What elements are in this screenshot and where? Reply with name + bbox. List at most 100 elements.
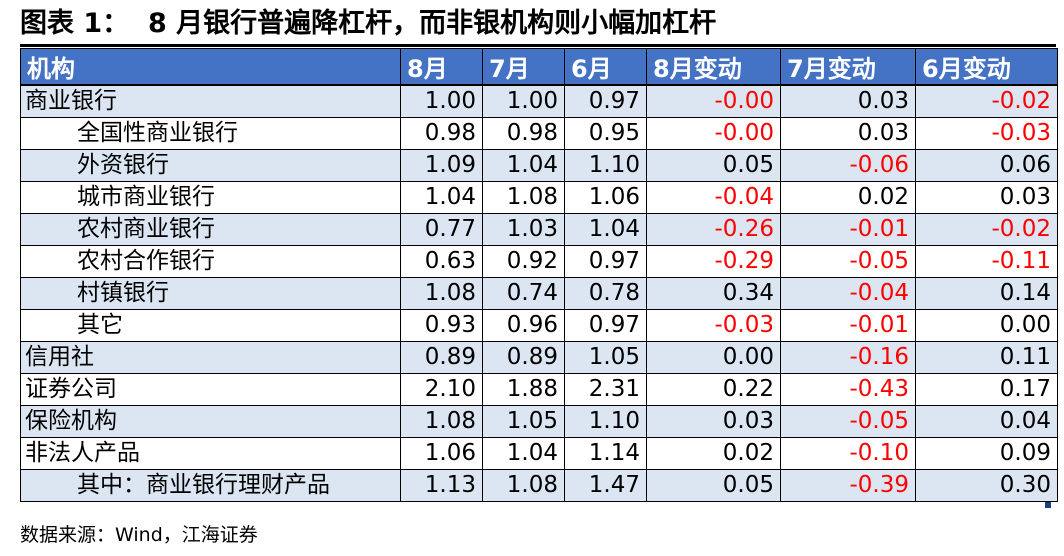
cell-jun: 1.04 bbox=[564, 212, 647, 246]
table-row: 农村商业银行 0.77 1.03 1.04 -0.26 -0.01 -0.02 bbox=[20, 212, 1058, 246]
table-row: 其它 0.93 0.96 0.97 -0.03 -0.01 0.00 bbox=[20, 308, 1058, 342]
cell-jul: 1.05 bbox=[482, 404, 565, 438]
cell-jun-change: 0.14 bbox=[915, 276, 1058, 310]
cell-jun: 0.97 bbox=[564, 308, 647, 342]
table-row: 外资银行 1.09 1.04 1.10 0.05 -0.06 0.06 bbox=[20, 148, 1058, 182]
row-label: 信用社 bbox=[20, 340, 401, 374]
cell-jun: 1.10 bbox=[564, 148, 647, 182]
table-row: 城市商业银行 1.04 1.08 1.06 -0.04 0.02 0.03 bbox=[20, 180, 1058, 214]
cell-jun-change: 0.00 bbox=[915, 308, 1058, 342]
cell-jul-change: 0.03 bbox=[780, 116, 916, 150]
cell-jun: 2.31 bbox=[564, 372, 647, 406]
cell-aug: 1.00 bbox=[400, 84, 483, 118]
row-label: 其中：商业银行理财产品 bbox=[20, 468, 401, 502]
cell-aug: 1.08 bbox=[400, 404, 483, 438]
cell-aug: 0.89 bbox=[400, 340, 483, 374]
cell-aug: 0.63 bbox=[400, 244, 483, 278]
cell-jul-change: -0.01 bbox=[780, 308, 916, 342]
cell-jul: 0.89 bbox=[482, 340, 565, 374]
cell-jul: 1.03 bbox=[482, 212, 565, 246]
leverage-table: 机构 8月 7月 6月 8月变动 7月变动 6月变动 商业银行 1.00 1.00 0… bbox=[20, 48, 1058, 502]
header-jul: 7月 bbox=[482, 48, 565, 86]
cell-jul: 0.98 bbox=[482, 116, 565, 150]
cell-jun-change: 0.11 bbox=[915, 340, 1058, 374]
row-label: 外资银行 bbox=[20, 148, 401, 182]
cell-jun-change: 0.09 bbox=[915, 436, 1058, 470]
cell-aug-change: 0.03 bbox=[646, 404, 781, 438]
cell-jun-change: -0.03 bbox=[915, 116, 1058, 150]
cell-jun-change: 0.30 bbox=[915, 468, 1058, 502]
cell-aug: 1.13 bbox=[400, 468, 483, 502]
cell-jul: 1.08 bbox=[482, 468, 565, 502]
cell-jul-change: 0.03 bbox=[780, 84, 916, 118]
cell-aug-change: 0.22 bbox=[646, 372, 781, 406]
cell-aug-change: -0.00 bbox=[646, 116, 781, 150]
cell-jul: 0.92 bbox=[482, 244, 565, 278]
cell-aug: 0.77 bbox=[400, 212, 483, 246]
cell-jul-change: -0.10 bbox=[780, 436, 916, 470]
cell-jun: 1.06 bbox=[564, 180, 647, 214]
cell-aug: 1.04 bbox=[400, 180, 483, 214]
row-label: 商业银行 bbox=[20, 84, 401, 118]
cell-jul-change: -0.01 bbox=[780, 212, 916, 246]
cell-jun-change: -0.02 bbox=[915, 84, 1058, 118]
cell-jun-change: 0.17 bbox=[915, 372, 1058, 406]
cell-jul: 1.04 bbox=[482, 148, 565, 182]
cell-jul-change: 0.02 bbox=[780, 180, 916, 214]
cell-aug-change: -0.00 bbox=[646, 84, 781, 118]
table-row: 村镇银行 1.08 0.74 0.78 0.34 -0.04 0.14 bbox=[20, 276, 1058, 310]
row-label: 非法人产品 bbox=[20, 436, 401, 470]
cell-jun: 0.78 bbox=[564, 276, 647, 310]
cell-jul: 1.88 bbox=[482, 372, 565, 406]
cell-aug-change: 0.05 bbox=[646, 148, 781, 182]
cell-jun: 1.10 bbox=[564, 404, 647, 438]
cell-jul-change: -0.39 bbox=[780, 468, 916, 502]
source-note: 数据来源：Wind，江海证券 bbox=[20, 524, 258, 546]
row-label: 农村合作银行 bbox=[20, 244, 401, 278]
cell-jul: 1.08 bbox=[482, 180, 565, 214]
cell-jun-change: 0.03 bbox=[915, 180, 1058, 214]
table-row: 全国性商业银行 0.98 0.98 0.95 -0.00 0.03 -0.03 bbox=[20, 116, 1058, 150]
cell-jul-change: -0.06 bbox=[780, 148, 916, 182]
cell-aug: 0.98 bbox=[400, 116, 483, 150]
cell-aug-change: -0.03 bbox=[646, 308, 781, 342]
cell-jun: 1.14 bbox=[564, 436, 647, 470]
cell-jun-change: 0.04 bbox=[915, 404, 1058, 438]
header-aug: 8月 bbox=[400, 48, 483, 86]
table-row: 证券公司 2.10 1.88 2.31 0.22 -0.43 0.17 bbox=[20, 372, 1058, 406]
cell-aug: 2.10 bbox=[400, 372, 483, 406]
cell-jul-change: -0.16 bbox=[780, 340, 916, 374]
cell-aug-change: 0.05 bbox=[646, 468, 781, 502]
cell-jul-change: -0.05 bbox=[780, 404, 916, 438]
cell-jul-change: -0.05 bbox=[780, 244, 916, 278]
cell-aug: 1.09 bbox=[400, 148, 483, 182]
cell-jul: 1.04 bbox=[482, 436, 565, 470]
table-row: 保险机构 1.08 1.05 1.10 0.03 -0.05 0.04 bbox=[20, 404, 1058, 438]
cell-aug-change: -0.29 bbox=[646, 244, 781, 278]
table-row: 其中：商业银行理财产品 1.13 1.08 1.47 0.05 -0.39 0.30 bbox=[20, 468, 1058, 502]
header-jun-change: 6月变动 bbox=[915, 48, 1058, 86]
cell-aug-change: 0.00 bbox=[646, 340, 781, 374]
cell-aug: 1.08 bbox=[400, 276, 483, 310]
cell-jun-change: 0.06 bbox=[915, 148, 1058, 182]
table-row: 商业银行 1.00 1.00 0.97 -0.00 0.03 -0.02 bbox=[20, 84, 1058, 118]
table-header-row: 机构 8月 7月 6月 8月变动 7月变动 6月变动 bbox=[20, 48, 1058, 86]
cell-aug-change: -0.26 bbox=[646, 212, 781, 246]
cell-jul: 0.74 bbox=[482, 276, 565, 310]
cell-jun-change: -0.11 bbox=[915, 244, 1058, 278]
cell-jul: 0.96 bbox=[482, 308, 565, 342]
title-divider bbox=[20, 44, 1056, 47]
cell-jun: 1.05 bbox=[564, 340, 647, 374]
table-row: 非法人产品 1.06 1.04 1.14 0.02 -0.10 0.09 bbox=[20, 436, 1058, 470]
header-aug-change: 8月变动 bbox=[646, 48, 781, 86]
resize-handle-mark bbox=[1045, 502, 1051, 508]
cell-jun: 0.95 bbox=[564, 116, 647, 150]
cell-jun: 0.97 bbox=[564, 244, 647, 278]
cell-jun-change: -0.02 bbox=[915, 212, 1058, 246]
row-label: 城市商业银行 bbox=[20, 180, 401, 214]
header-jul-change: 7月变动 bbox=[780, 48, 916, 86]
cell-jun: 0.97 bbox=[564, 84, 647, 118]
cell-jul: 1.00 bbox=[482, 84, 565, 118]
cell-jul-change: -0.04 bbox=[780, 276, 916, 310]
row-label: 村镇银行 bbox=[20, 276, 401, 310]
